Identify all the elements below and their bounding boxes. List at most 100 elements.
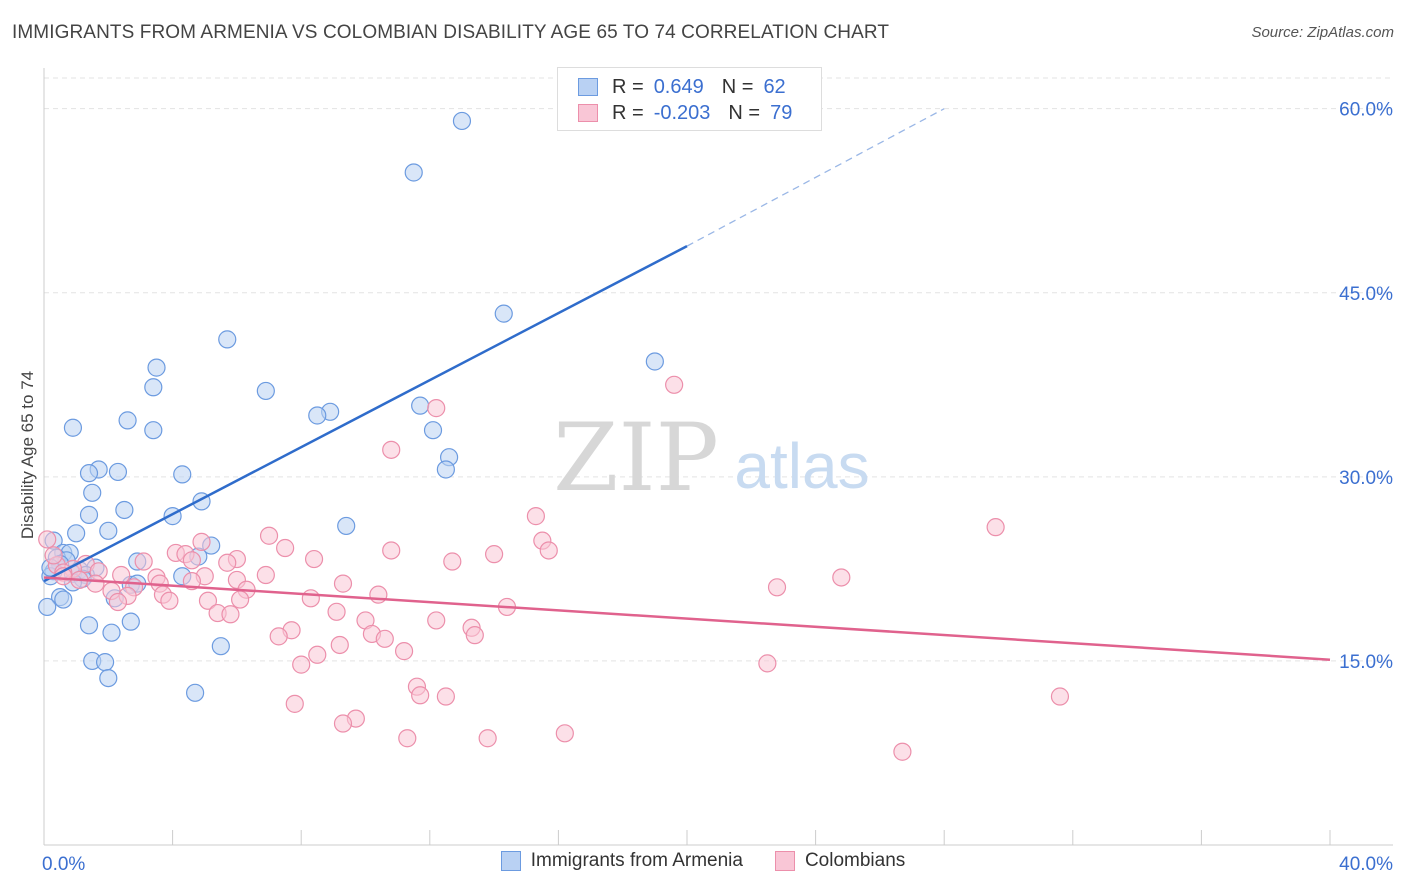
point-armenia-6[interactable] bbox=[144, 378, 163, 397]
point-armenia-7[interactable] bbox=[256, 381, 275, 401]
point-armenia-5[interactable] bbox=[147, 358, 166, 377]
point-colombians-61[interactable] bbox=[394, 642, 414, 661]
point-colombians-58[interactable] bbox=[465, 626, 484, 645]
point-colombians-0[interactable] bbox=[665, 375, 684, 394]
point-colombians-16[interactable] bbox=[443, 552, 462, 571]
point-colombians-18[interactable] bbox=[182, 551, 201, 570]
point-colombians-17[interactable] bbox=[485, 545, 504, 564]
point-armenia-28[interactable] bbox=[67, 524, 86, 543]
legend-item-colombians[interactable]: Colombians bbox=[774, 850, 906, 872]
point-colombians-75[interactable] bbox=[893, 742, 912, 761]
point-colombians-42[interactable] bbox=[369, 585, 388, 604]
legend-r-label: R = bbox=[612, 75, 644, 98]
axes bbox=[43, 68, 1393, 846]
point-armenia-1[interactable] bbox=[404, 163, 423, 182]
legend-swatch-colombians bbox=[578, 104, 598, 122]
point-armenia-58[interactable] bbox=[95, 653, 115, 672]
point-colombians-45[interactable] bbox=[231, 590, 250, 609]
trend-lines bbox=[43, 108, 1331, 661]
point-colombians-9[interactable] bbox=[382, 541, 401, 560]
point-colombians-7[interactable] bbox=[192, 532, 211, 551]
point-armenia-4[interactable] bbox=[645, 352, 664, 371]
point-armenia-20[interactable] bbox=[173, 465, 192, 484]
point-colombians-21[interactable] bbox=[218, 553, 237, 572]
point-armenia-26[interactable] bbox=[337, 516, 356, 536]
point-armenia-19[interactable] bbox=[79, 464, 99, 483]
point-armenia-56[interactable] bbox=[211, 637, 230, 656]
point-colombians-77[interactable] bbox=[44, 546, 63, 565]
gridlines bbox=[44, 77, 1393, 662]
point-colombians-71[interactable] bbox=[333, 714, 353, 733]
series-legend: Immigrants from Armenia Colombians bbox=[0, 850, 1406, 872]
point-colombians-74[interactable] bbox=[478, 729, 497, 748]
point-colombians-76[interactable] bbox=[38, 530, 57, 549]
point-colombians-1[interactable] bbox=[427, 399, 446, 418]
point-colombians-51[interactable] bbox=[427, 611, 446, 630]
series-colombians-points bbox=[38, 375, 1070, 761]
legend-row-colombians: R = -0.203 N = 79 bbox=[578, 100, 792, 126]
point-colombians-10[interactable] bbox=[539, 541, 558, 560]
point-armenia-13[interactable] bbox=[63, 418, 83, 437]
point-colombians-67[interactable] bbox=[411, 686, 430, 705]
point-armenia-24[interactable] bbox=[79, 505, 99, 524]
point-colombians-28[interactable] bbox=[256, 565, 275, 585]
point-armenia-55[interactable] bbox=[102, 623, 121, 642]
trend-line-colombians bbox=[43, 576, 1331, 661]
point-armenia-14[interactable] bbox=[423, 421, 443, 440]
point-armenia-10[interactable] bbox=[411, 396, 430, 415]
point-colombians-68[interactable] bbox=[1050, 687, 1070, 706]
point-colombians-64[interactable] bbox=[758, 654, 777, 673]
chart-title: IMMIGRANTS FROM ARMENIA VS COLOMBIAN DIS… bbox=[12, 22, 890, 43]
point-colombians-31[interactable] bbox=[86, 574, 105, 593]
point-colombians-66[interactable] bbox=[436, 687, 455, 706]
point-colombians-62[interactable] bbox=[308, 645, 327, 664]
point-colombians-56[interactable] bbox=[269, 627, 288, 646]
point-colombians-36[interactable] bbox=[832, 568, 851, 587]
point-colombians-13[interactable] bbox=[134, 552, 153, 571]
point-colombians-3[interactable] bbox=[526, 507, 545, 526]
point-armenia-11[interactable] bbox=[118, 411, 137, 430]
watermark-atlas: atlas bbox=[734, 430, 869, 502]
point-armenia-49[interactable] bbox=[54, 590, 73, 609]
point-colombians-50[interactable] bbox=[108, 592, 128, 612]
point-colombians-2[interactable] bbox=[382, 440, 401, 459]
point-colombians-63[interactable] bbox=[292, 655, 311, 674]
point-colombians-49[interactable] bbox=[221, 605, 240, 624]
point-armenia-59[interactable] bbox=[99, 669, 118, 688]
point-colombians-4[interactable] bbox=[986, 518, 1005, 537]
point-armenia-12[interactable] bbox=[144, 421, 163, 440]
point-armenia-53[interactable] bbox=[121, 612, 140, 631]
point-armenia-23[interactable] bbox=[115, 500, 134, 520]
point-colombians-44[interactable] bbox=[198, 591, 218, 610]
point-colombians-15[interactable] bbox=[304, 549, 324, 569]
point-colombians-5[interactable] bbox=[259, 526, 279, 545]
legend-n-value: 62 bbox=[763, 75, 786, 98]
point-colombians-73[interactable] bbox=[398, 729, 417, 748]
point-colombians-35[interactable] bbox=[767, 578, 787, 597]
point-armenia-27[interactable] bbox=[99, 521, 118, 540]
point-colombians-59[interactable] bbox=[375, 629, 394, 648]
legend-n-value: 79 bbox=[770, 101, 793, 124]
point-armenia-21[interactable] bbox=[83, 483, 102, 502]
point-colombians-72[interactable] bbox=[555, 724, 574, 743]
point-armenia-2[interactable] bbox=[494, 304, 513, 323]
point-colombians-47[interactable] bbox=[327, 602, 346, 621]
point-armenia-18[interactable] bbox=[108, 462, 128, 482]
point-colombians-41[interactable] bbox=[333, 574, 353, 593]
point-armenia-60[interactable] bbox=[186, 683, 205, 702]
point-armenia-3[interactable] bbox=[218, 330, 237, 349]
point-colombians-46[interactable] bbox=[301, 589, 320, 608]
point-colombians-8[interactable] bbox=[276, 538, 295, 558]
source-label: Source: ZipAtlas.com bbox=[1251, 24, 1394, 41]
point-colombians-69[interactable] bbox=[285, 694, 304, 713]
point-armenia-16[interactable] bbox=[436, 460, 455, 479]
point-colombians-43[interactable] bbox=[160, 591, 179, 610]
point-armenia-9[interactable] bbox=[308, 406, 327, 425]
point-armenia-0[interactable] bbox=[452, 111, 472, 131]
point-armenia-54[interactable] bbox=[79, 616, 99, 635]
point-colombians-60[interactable] bbox=[330, 635, 349, 655]
legend-label-colombians: Colombians bbox=[804, 850, 906, 871]
legend-item-armenia[interactable]: Immigrants from Armenia bbox=[500, 850, 743, 872]
point-armenia-52[interactable] bbox=[38, 597, 57, 617]
